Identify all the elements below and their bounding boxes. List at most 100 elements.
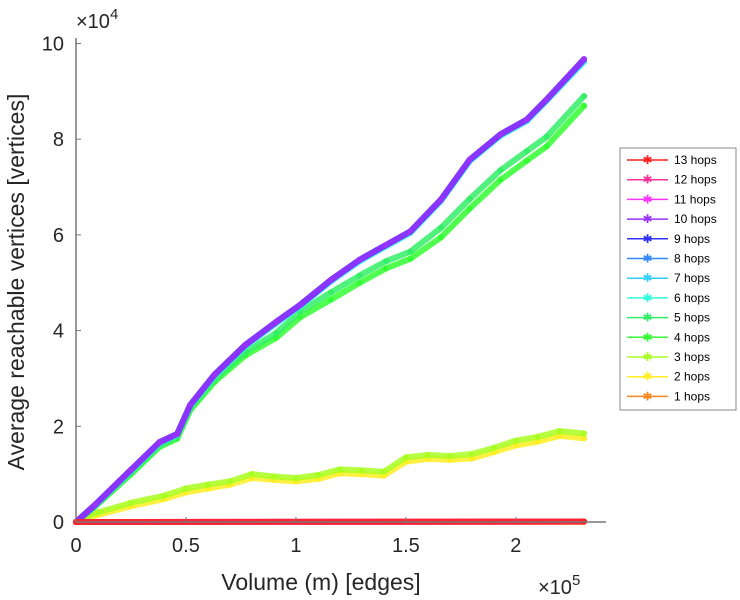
x-tick-label: 1 [290,535,301,557]
data-point [292,474,299,481]
ticks: 0 0.5 1 1.5 2 0 2 4 6 8 10 [42,34,522,558]
data-point [328,296,335,303]
legend-marker-icon: ✱ [642,291,652,305]
legend-label: 1 hops [674,389,710,403]
data-point [556,428,563,435]
data-point [383,258,390,265]
legend-entry: ✱ 4 hops [627,330,710,344]
legend-marker-icon: ✱ [642,330,652,344]
legend-entry: ✱ 8 hops [627,252,710,266]
legend-entry: ✱ 9 hops [627,232,710,246]
legend-label: 10 hops [674,212,717,226]
data-point [581,102,588,109]
legend-marker-icon: ✱ [642,271,652,285]
legend-label: 5 hops [674,311,710,325]
data-point [523,148,530,155]
data-point [543,96,550,103]
y-multiplier: ×104 [76,6,118,33]
legend-entry: ✱ 10 hops [627,212,717,226]
y-tick-label: 4 [53,321,64,343]
data-point [314,472,321,479]
data-point [297,301,304,308]
data-point [226,478,233,485]
legend-label: 12 hops [674,173,717,187]
legend-entry: ✱ 6 hops [627,291,710,305]
data-point [468,451,475,458]
legend-marker-icon: ✱ [642,232,652,246]
data-point [380,468,387,475]
legend-label: 2 hops [674,370,710,384]
axes [75,38,606,523]
data-point [156,439,163,446]
y-multiplier-exp: 4 [110,6,118,23]
legend-label: 11 hops [674,192,716,206]
x-multiplier-exp: 5 [572,572,580,589]
legend-marker-icon: ✱ [642,370,652,384]
data-point [328,276,335,283]
data-point [466,156,473,163]
data-point [127,499,134,506]
x-axis-label: Volume (m) [edges] [221,569,420,595]
x-tick-label: 1.5 [392,535,420,557]
data-point [497,167,504,174]
data-point [466,196,473,203]
data-point [466,205,473,212]
legend-box [619,147,737,411]
data-point [358,467,365,474]
data-point [543,143,550,150]
legend-marker-icon: ✱ [642,173,652,187]
data-point [446,452,453,459]
data-point [523,116,530,123]
legend-entry: ✱ 1 hops [627,389,710,403]
data-point [204,481,211,488]
data-point [402,454,409,461]
data-point [242,341,249,348]
x-tick-label: 2 [510,535,521,557]
data-point [211,371,218,378]
y-tick-label: 10 [42,34,64,56]
legend-entry: ✱ 7 hops [627,271,710,285]
legend-marker-icon: ✱ [642,350,652,364]
data-point [356,256,363,263]
data-point [581,93,588,100]
y-tick-label: 2 [53,416,64,438]
data-point [543,133,550,140]
data-point [407,248,414,255]
data-point [273,318,280,325]
series-10-hops [73,56,588,525]
data-point [383,265,390,272]
legend-marker-icon: ✱ [642,252,652,266]
data-point [273,329,280,336]
data-point [160,492,167,499]
legend-label: 7 hops [674,271,710,285]
y-tick-label: 6 [53,225,64,247]
data-point [407,228,414,235]
data-point [356,279,363,286]
legend: ✱ 13 hops✱ 12 hops✱ 11 hops✱ 10 hops✱ 9 hops✱… [619,147,737,411]
data-point [497,176,504,183]
legend-marker-icon: ✱ [642,311,652,325]
y-tick-label: 8 [53,129,64,151]
data-point [270,473,277,480]
x-tick-label: 0 [70,535,81,557]
legend-entry: ✱ 11 hops [627,192,716,206]
data-point [581,435,588,442]
data-point [512,437,519,444]
legend-label: 8 hops [674,252,710,266]
data-point [523,157,530,164]
data-point [438,196,445,203]
data-point [438,224,445,231]
data-point [127,466,134,473]
legend-entry: ✱ 12 hops [627,173,717,187]
legend-entry: ✱ 5 hops [627,311,710,325]
y-axis-label: Average reachable vertices [vertices] [3,94,29,471]
series-2-hops [73,432,588,525]
data-point [424,452,431,459]
data-point [438,234,445,241]
legend-label: 4 hops [674,330,710,344]
series-line [73,93,588,525]
legend-marker-icon: ✱ [642,153,652,167]
data-point [581,430,588,437]
x-tick-label: 0.5 [172,535,200,557]
legend-marker-icon: ✱ [642,212,652,226]
